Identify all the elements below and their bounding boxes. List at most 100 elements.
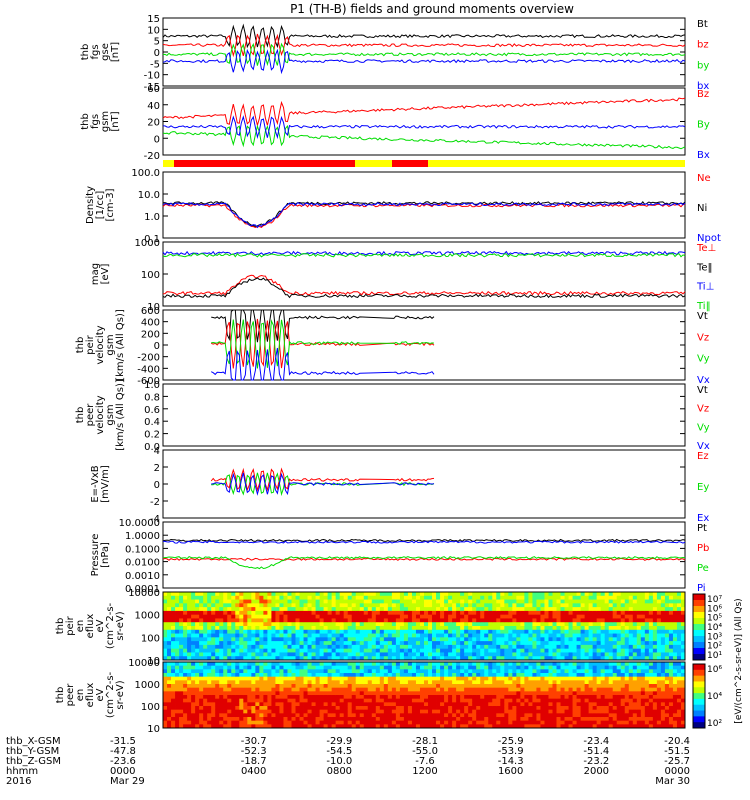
heatmap-cell [552,720,557,725]
heatmap-cell [676,706,682,711]
heatmap-cell [600,717,606,722]
heatmap-cell [343,644,349,650]
heatmap-cell [171,665,176,670]
heatmap-cell [640,720,646,725]
heatmap-cell [183,680,188,685]
heatmap-cell [584,687,590,692]
heatmap-cell [424,662,429,667]
heatmap-cell [428,702,433,707]
heatmap-cell [407,644,413,650]
heatmap-cell [612,684,618,689]
heatmap-cell [363,644,369,650]
heatmap-cell [287,656,292,661]
heatmap-cell [219,720,224,725]
heatmap-cell [432,641,437,646]
heatmap-cell [528,695,533,700]
heatmap-cell [612,676,618,681]
heatmap-cell [279,698,284,703]
heatmap-cell [351,687,357,692]
heatmap-cell [628,633,634,638]
heatmap-cell [560,673,565,678]
heatmap-cell [672,607,678,612]
heatmap-cell [223,652,228,657]
heatmap-cell [616,607,622,612]
heatmap-cell [428,610,433,616]
heatmap-cell [468,592,473,597]
heatmap-cell [167,695,172,700]
heatmap-cell [472,713,477,718]
heatmap-cell [307,673,312,678]
heatmap-cell [407,652,413,657]
heatmap-cell [243,713,248,718]
heatmap-cell [440,709,445,714]
heatmap-cell [496,641,501,646]
heatmap-cell [171,652,176,657]
heatmap-cell [347,648,353,653]
heatmap-cell [303,599,308,604]
heatmap-cell [472,648,477,653]
heatmap-cell [624,610,630,616]
heatmap-cell [255,648,260,653]
heatmap-cell [231,695,236,700]
heatmap-cell [660,656,666,661]
heatmap-cell [524,695,529,700]
heatmap-cell [588,626,594,631]
heatmap-cell [636,713,642,718]
heatmap-cell [195,592,200,597]
heatmap-cell [540,713,545,718]
heatmap-cell [668,702,674,707]
heatmap-cell [195,641,200,646]
heatmap-cell [275,680,280,685]
heatmap-cell [283,626,288,631]
series-Ni [162,201,686,227]
heatmap-cell [592,698,598,703]
heatmap-cell [572,717,577,722]
heatmap-cell [323,637,329,642]
heatmap-cell [492,633,497,638]
heatmap-cell [612,626,618,631]
heatmap-cell [303,662,308,667]
heatmap-cell [299,610,304,616]
heatmap-cell [680,626,686,631]
heatmap-cell [227,684,232,689]
heatmap-cell [544,641,549,646]
heatmap-cell [275,665,280,670]
heatmap-cell [504,622,509,627]
heatmap-cell [472,673,477,678]
heatmap-cell [191,592,196,597]
heatmap-cell [448,610,453,616]
heatmap-cell [584,695,590,700]
heatmap-cell [676,622,682,627]
heatmap-cell [516,637,521,642]
heatmap-cell [488,626,493,631]
heatmap-cell [444,676,449,681]
heatmap-cell [512,618,517,623]
heatmap-cell [680,720,686,725]
heatmap-cell [444,633,449,638]
heatmap-cell [175,665,180,670]
y-tick-label: 400 [141,318,160,329]
heatmap-cell [299,706,304,711]
heatmap-cell [616,614,622,619]
heatmap-cell [588,652,594,657]
heatmap-cell [235,713,240,718]
heatmap-cell [327,684,333,689]
heatmap-cell [235,695,240,700]
heatmap-cell [375,698,381,703]
heatmap-cell [460,633,465,638]
heatmap-cell [604,652,610,657]
heatmap-cell [283,595,288,600]
heatmap-cell [395,641,401,646]
heatmap-cell [608,641,614,646]
heatmap-cell [500,633,505,638]
heatmap-cell [371,637,377,642]
heatmap-cell [640,595,646,600]
heatmap-cell [315,652,320,657]
heatmap-cell [339,665,345,670]
heatmap-cell [191,665,196,670]
heatmap-cell [383,706,389,711]
heatmap-cell [187,603,192,608]
heatmap-cell [636,652,642,657]
heatmap-cell [512,652,517,657]
heatmap-cell [167,720,172,725]
